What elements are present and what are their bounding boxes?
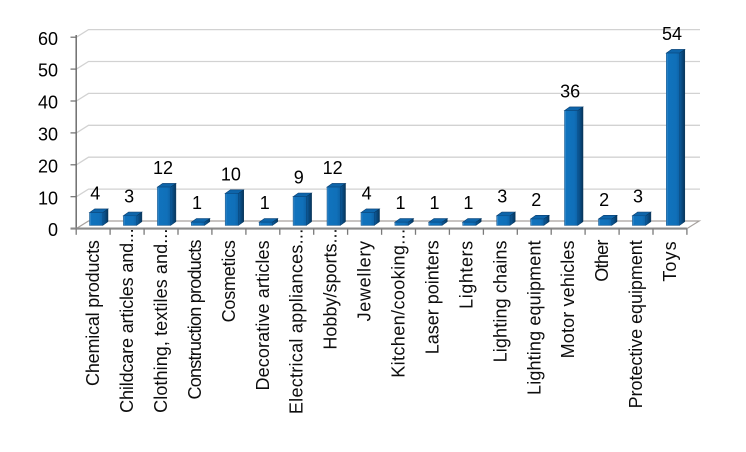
svg-text:0: 0 — [48, 220, 58, 240]
svg-text:4: 4 — [90, 183, 100, 203]
svg-text:4: 4 — [362, 183, 372, 203]
svg-text:1: 1 — [260, 193, 270, 213]
svg-text:1: 1 — [463, 193, 473, 213]
svg-text:1: 1 — [429, 193, 439, 213]
svg-text:Kitchen/cooking...: Kitchen/cooking... — [389, 229, 409, 378]
svg-text:1: 1 — [395, 193, 405, 213]
svg-text:Laser pointers: Laser pointers — [423, 240, 443, 354]
svg-text:36: 36 — [560, 81, 580, 101]
svg-text:Lighters: Lighters — [456, 240, 476, 309]
svg-text:30: 30 — [38, 125, 58, 145]
svg-text:Hobby/sports...: Hobby/sports... — [321, 229, 341, 350]
svg-text:1: 1 — [192, 193, 202, 213]
svg-text:Cosmetics: Cosmetics — [219, 240, 239, 322]
svg-text:Clothing, textiles and...: Clothing, textiles and... — [151, 229, 171, 413]
svg-text:3: 3 — [497, 187, 507, 207]
svg-text:Chemical products: Chemical products — [83, 240, 103, 386]
svg-text:Motor vehicles: Motor vehicles — [558, 240, 578, 358]
svg-text:60: 60 — [38, 29, 58, 49]
svg-text:Jewellery: Jewellery — [355, 240, 375, 321]
svg-text:10: 10 — [221, 164, 241, 184]
svg-text:2: 2 — [599, 190, 609, 210]
svg-text:Lighting chains: Lighting chains — [490, 240, 510, 362]
svg-text:Electrical appliances...: Electrical appliances... — [287, 229, 307, 415]
svg-text:10: 10 — [38, 188, 58, 208]
svg-text:Lighting equipment: Lighting equipment — [524, 240, 544, 395]
svg-text:Construction products: Construction products — [185, 240, 205, 400]
svg-text:12: 12 — [323, 158, 343, 178]
svg-text:Childcare articles and...: Childcare articles and... — [117, 229, 137, 413]
svg-text:3: 3 — [633, 187, 643, 207]
svg-text:3: 3 — [124, 187, 134, 207]
svg-text:2: 2 — [531, 190, 541, 210]
svg-text:54: 54 — [662, 24, 682, 44]
svg-text:Protective equipment: Protective equipment — [626, 240, 646, 408]
svg-text:Toys: Toys — [660, 240, 680, 281]
svg-text:9: 9 — [294, 168, 304, 188]
svg-text:Decorative articles: Decorative articles — [253, 240, 273, 390]
svg-text:50: 50 — [38, 61, 58, 81]
svg-text:Other: Other — [592, 240, 612, 282]
svg-text:20: 20 — [38, 156, 58, 176]
svg-text:12: 12 — [153, 158, 173, 178]
svg-text:40: 40 — [38, 93, 58, 113]
